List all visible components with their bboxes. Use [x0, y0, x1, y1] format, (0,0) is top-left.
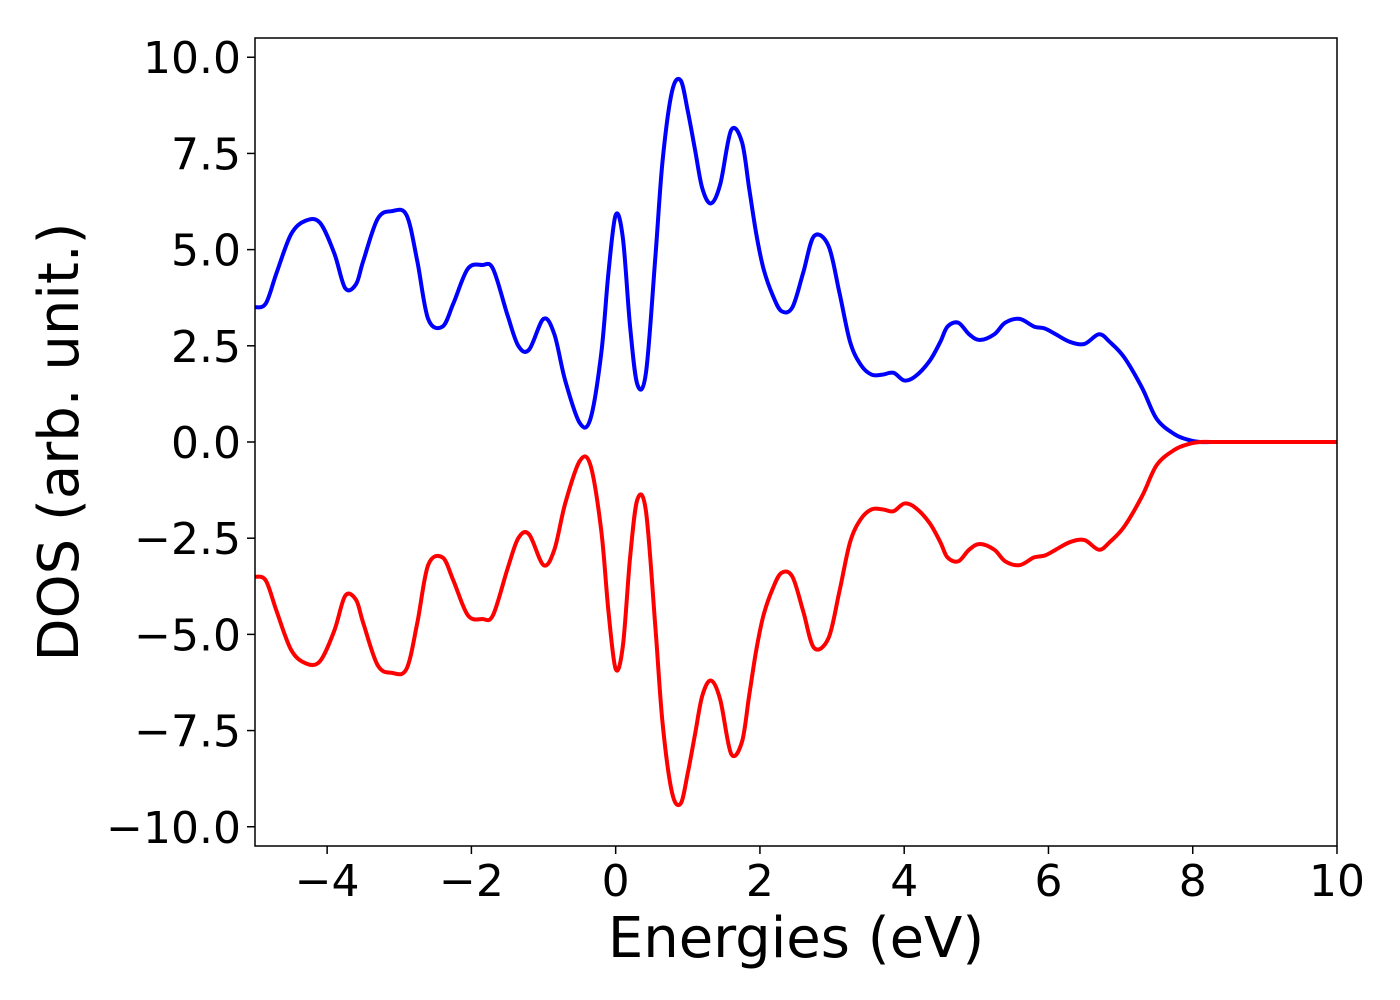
y-tick-label: −5.0: [134, 610, 241, 661]
x-tick-label: 8: [1179, 856, 1207, 907]
y-tick-label: −10.0: [106, 803, 241, 854]
series-line-1: [255, 76, 1337, 445]
y-axis: 10.0 7.5 5.0 2.5 0.0 −2.5 −5.0 −7.5 −10.0: [106, 33, 255, 854]
x-tick-label: 2: [746, 856, 774, 907]
series-line-2: [255, 439, 1337, 808]
y-axis-label: DOS (arb. unit.): [27, 222, 92, 661]
x-axis: −4 −2 0 2 4 6 8 10: [295, 846, 1365, 907]
x-tick-label: 0: [602, 856, 630, 907]
series-layer: [255, 76, 1337, 808]
y-tick-label: 7.5: [171, 129, 241, 180]
y-tick-label: 0.0: [171, 418, 241, 469]
x-tick-label: 6: [1034, 856, 1062, 907]
x-tick-label: 4: [890, 856, 918, 907]
x-axis-label: Energies (eV): [608, 906, 984, 971]
y-tick-label: 2.5: [171, 322, 241, 373]
x-tick-label: −2: [439, 856, 504, 907]
x-tick-label: 10: [1309, 856, 1365, 907]
x-tick-label: −4: [295, 856, 360, 907]
plot-frame: [254, 37, 1338, 847]
y-tick-label: −2.5: [134, 514, 241, 565]
y-tick-label: 5.0: [171, 226, 241, 277]
y-tick-label: 10.0: [143, 33, 241, 84]
y-tick-label: −7.5: [134, 707, 241, 758]
